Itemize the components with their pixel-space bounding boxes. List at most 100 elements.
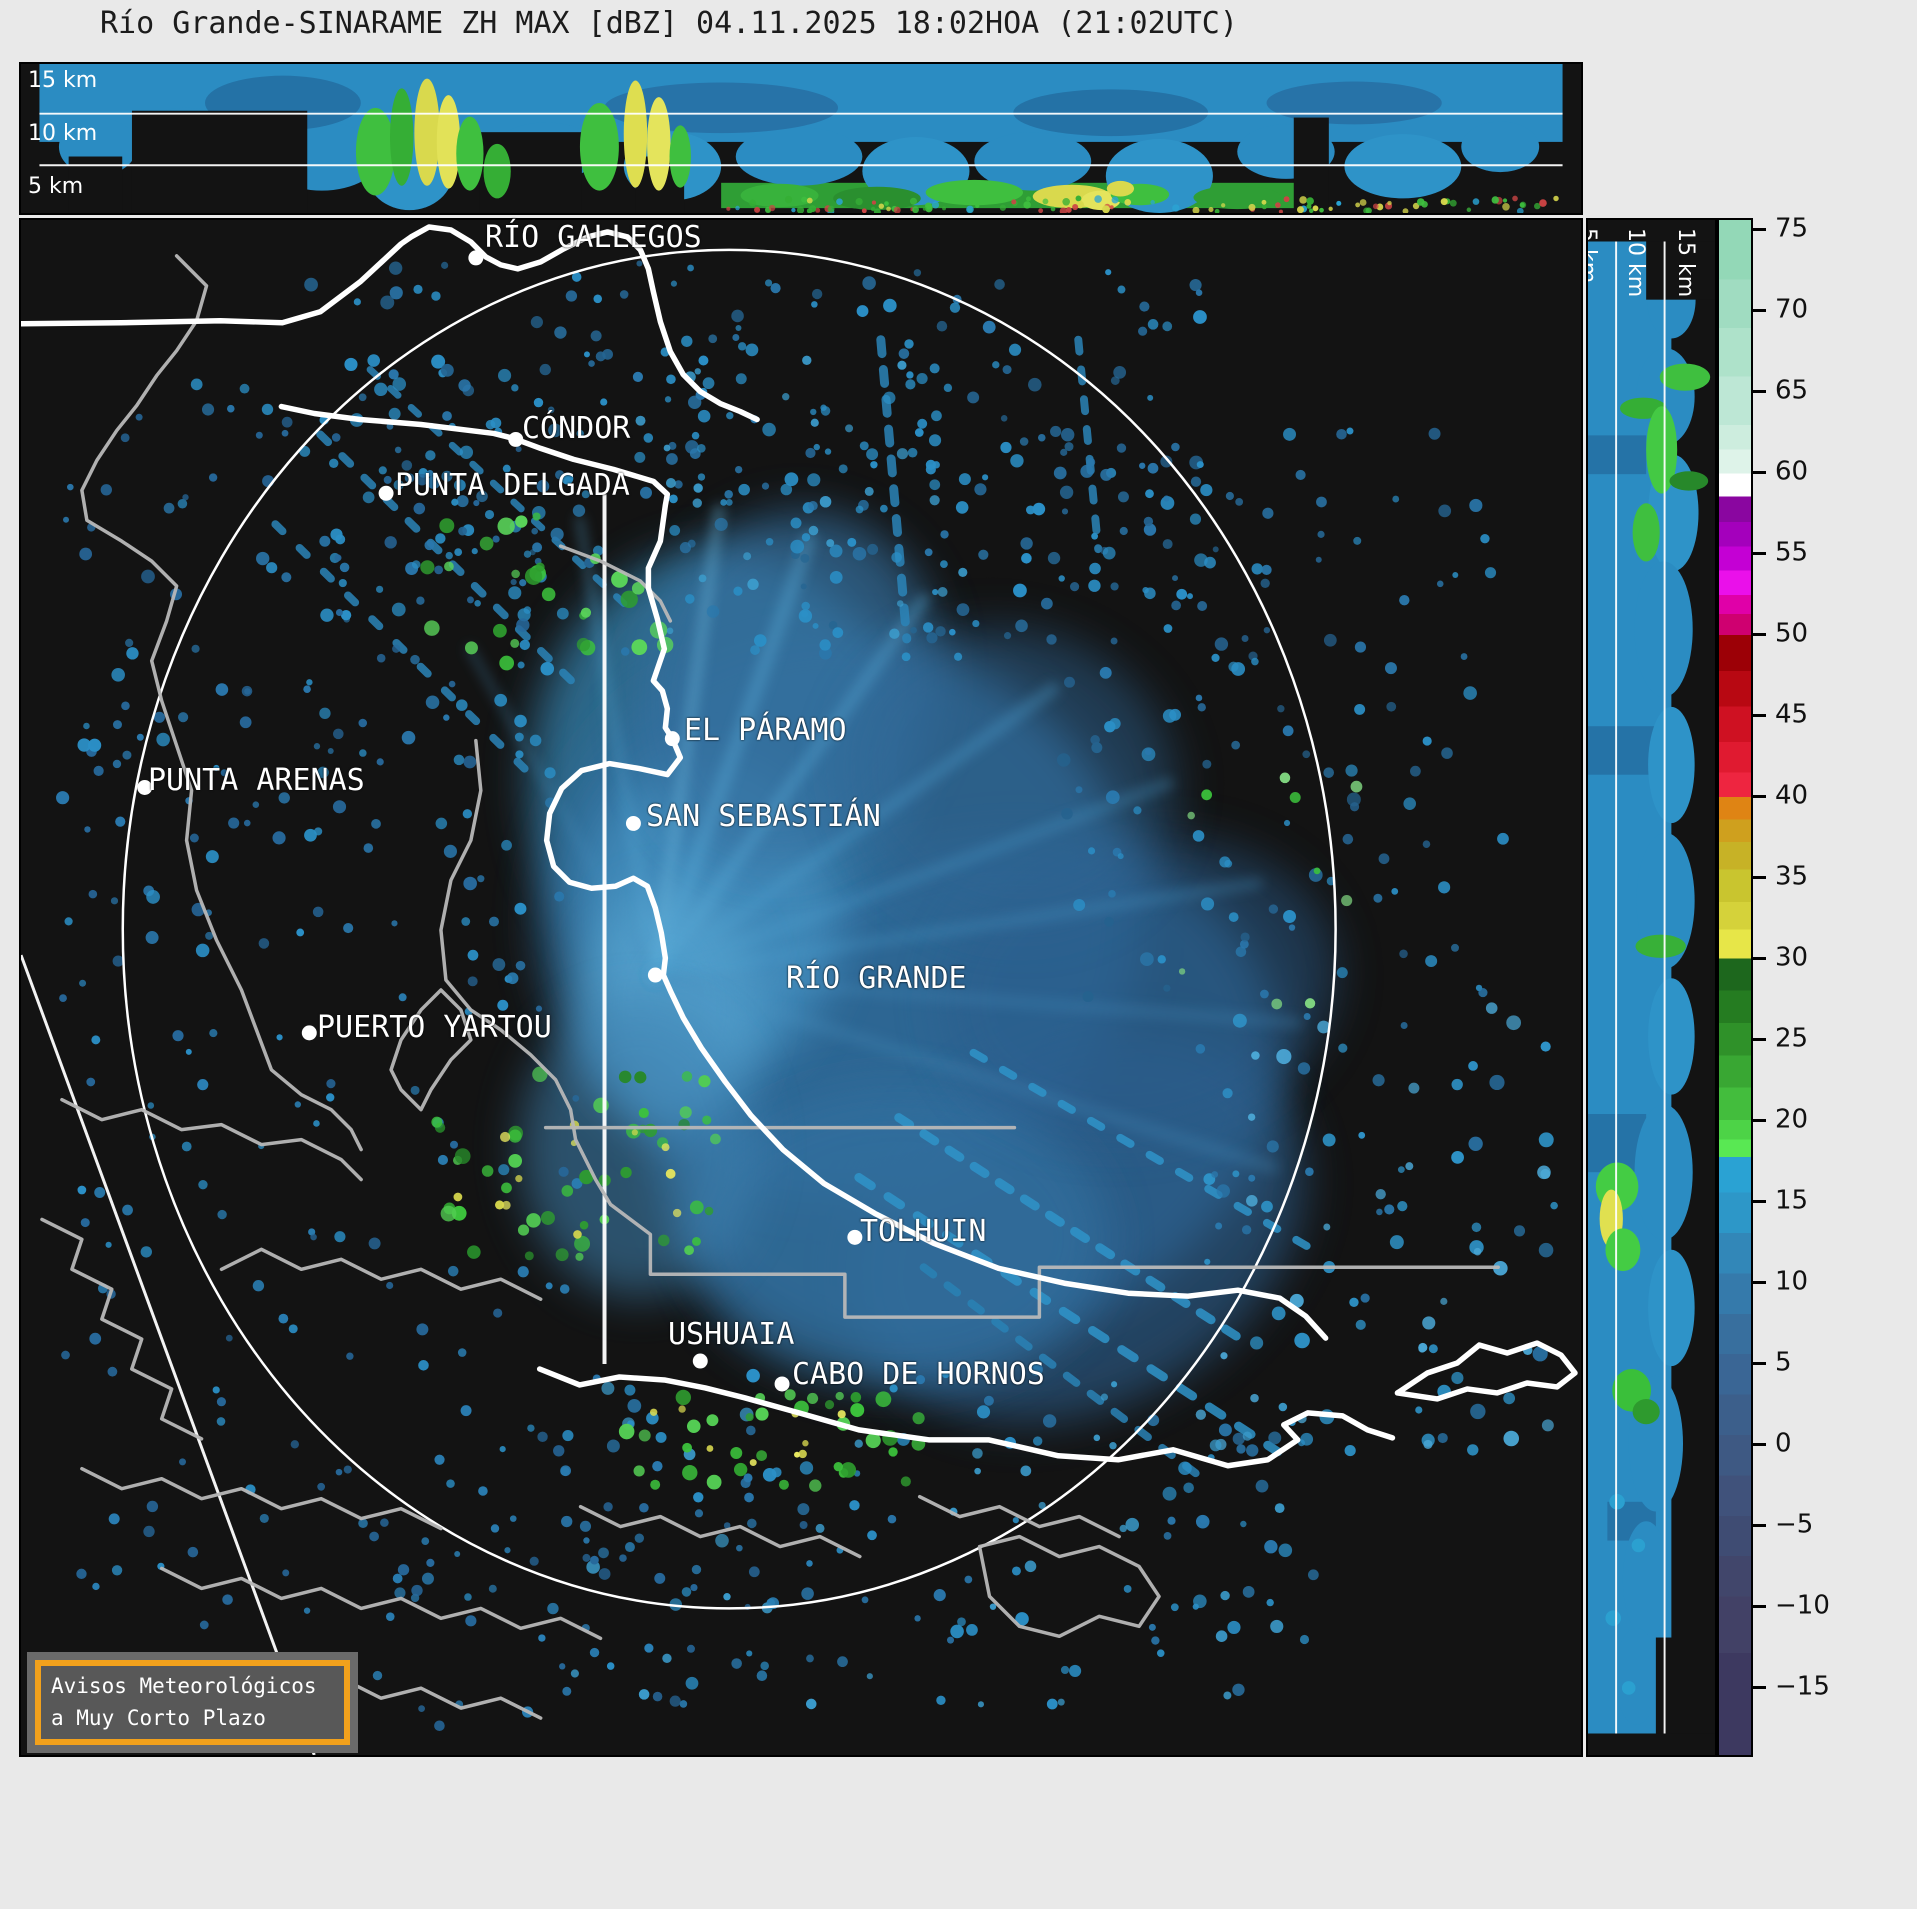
echo-dot <box>199 1620 209 1630</box>
echo-dot <box>1011 1566 1021 1576</box>
echo-dot <box>755 1407 769 1421</box>
echo-dot <box>820 406 831 416</box>
echo-dot <box>1117 285 1126 294</box>
echo-dot <box>182 494 189 501</box>
echo-dot <box>704 1206 714 1216</box>
echo-dot <box>458 379 471 392</box>
echo-bump <box>974 132 1092 191</box>
echo-dot <box>1220 1352 1228 1360</box>
echo-dot <box>1216 1184 1230 1198</box>
echo-dot <box>1093 1434 1101 1442</box>
echo-dot <box>450 1140 458 1149</box>
echo-dot <box>1516 207 1524 213</box>
echo-dot <box>928 434 942 447</box>
colorbar-tick-mark <box>1753 1200 1766 1204</box>
echo-dot <box>749 199 757 207</box>
convective-cell <box>1646 406 1678 494</box>
colorbar-tick-mark <box>1753 1686 1766 1690</box>
echo-dot <box>467 949 479 961</box>
echo-dot <box>850 1392 862 1403</box>
echo-dot <box>691 1236 701 1246</box>
echo-dot <box>1322 1133 1336 1147</box>
echo-dot <box>571 1178 583 1189</box>
echo-dot <box>1538 1132 1554 1148</box>
echo-dot <box>870 461 878 469</box>
city-marker <box>847 1229 863 1245</box>
echo-dot <box>1376 1208 1383 1216</box>
echo-dot <box>1484 567 1497 579</box>
echo-dot <box>1117 491 1129 503</box>
echo-dot <box>383 475 392 484</box>
colorbar-tick-mark <box>1753 714 1766 718</box>
echo-dot <box>550 527 564 541</box>
echo-dot <box>806 197 813 204</box>
echo-dot <box>1295 469 1306 481</box>
echo-dot <box>213 764 220 772</box>
echo-dot <box>1162 321 1173 332</box>
echo-dot <box>1438 504 1452 518</box>
echo-dot <box>312 906 324 918</box>
echo-dot <box>333 728 344 740</box>
echo-dot <box>593 294 603 304</box>
echo-dot <box>187 1546 199 1558</box>
echo-dot <box>146 1500 159 1513</box>
echo-dot <box>958 473 971 486</box>
echo-dot <box>59 994 67 1003</box>
echo-dot <box>815 1523 825 1533</box>
echo-dot <box>636 260 643 267</box>
echo-dot <box>368 1237 381 1250</box>
echo-dot <box>685 1676 699 1690</box>
echo-dot <box>1512 195 1518 202</box>
echo-dot <box>426 1558 435 1567</box>
echo-dot <box>1012 1517 1019 1524</box>
echo-dot <box>819 639 831 651</box>
echo-dot <box>867 1530 877 1541</box>
echo-dot <box>706 1474 722 1490</box>
echo-dot <box>1297 1062 1311 1075</box>
echo-dot <box>850 1403 865 1418</box>
wash-blob <box>689 1087 1109 1387</box>
echo-dot <box>1397 1201 1408 1212</box>
echo-dot <box>1235 497 1244 506</box>
convective-cell <box>390 88 414 186</box>
echo-dot <box>1250 1393 1259 1403</box>
echo-dot <box>252 801 260 808</box>
echo-dot <box>1076 200 1085 209</box>
echo-dot <box>353 298 361 306</box>
echo-dot <box>163 502 175 514</box>
echo-dot <box>416 1323 429 1336</box>
echo-dot <box>1073 899 1086 911</box>
echo-dot <box>1100 468 1113 481</box>
echo-dot <box>889 628 900 639</box>
echo-dot <box>1299 196 1307 204</box>
dotted-echo-line <box>366 366 628 608</box>
echo-dot <box>1372 1074 1385 1087</box>
echo-dot <box>866 448 879 461</box>
echo-dot <box>565 290 578 302</box>
echo-dot <box>1193 1594 1207 1609</box>
echo-dot <box>819 495 832 508</box>
echo-dot <box>1186 593 1193 600</box>
echo-dot <box>1059 485 1074 499</box>
echo-dot <box>1239 939 1249 949</box>
echo-dot <box>212 1386 220 1394</box>
echo-dot <box>746 1425 756 1436</box>
echo-dot <box>798 609 813 623</box>
echo-dot <box>1065 207 1072 213</box>
echo-dot <box>529 1556 539 1566</box>
dotted-echo-line <box>876 335 912 644</box>
echo-dot <box>1236 1444 1246 1454</box>
echo-dot <box>978 549 989 560</box>
echo-dot <box>1405 1162 1414 1171</box>
echo-band <box>1588 435 1647 475</box>
echo-dot <box>88 889 98 899</box>
echo-dot <box>1170 1603 1179 1612</box>
echo-dot <box>1075 786 1083 794</box>
echo-dot <box>669 525 681 536</box>
echo-dot <box>1449 199 1457 207</box>
echo-dot <box>1040 597 1053 610</box>
echo-dot <box>1209 1439 1222 1452</box>
echo-dot <box>976 1405 991 1419</box>
advisory-box[interactable]: Avisos Meteorológicos a Muy Corto Plazo <box>27 1652 358 1753</box>
echo-dot <box>276 1034 283 1041</box>
